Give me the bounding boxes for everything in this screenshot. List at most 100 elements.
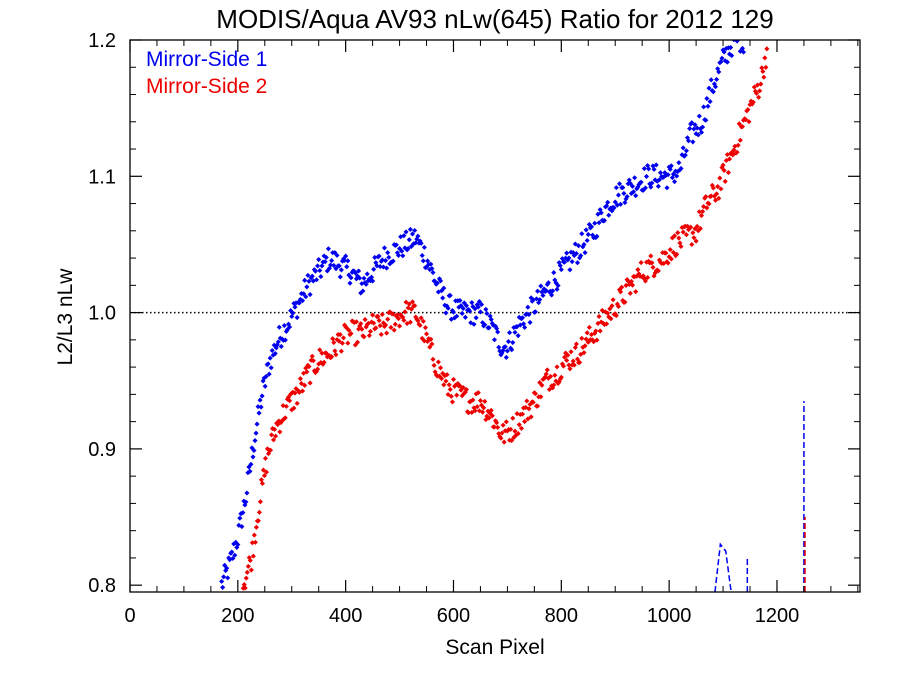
data-point [267, 447, 274, 453]
data-point [367, 328, 374, 334]
data-point [342, 257, 348, 263]
data-point [248, 567, 254, 573]
data-point [648, 253, 654, 259]
data-point [680, 145, 686, 151]
data-point [345, 340, 351, 346]
data-point [583, 336, 589, 342]
data-point [359, 326, 365, 332]
data-point [272, 351, 278, 357]
data-point [319, 350, 325, 356]
data-point [301, 291, 307, 297]
data-point [370, 312, 376, 318]
data-point [337, 332, 343, 338]
data-point [439, 375, 445, 382]
data-point [243, 499, 249, 505]
data-point [307, 291, 313, 298]
data-point [454, 392, 460, 398]
data-point [466, 410, 472, 416]
data-point [678, 243, 684, 250]
data-point [415, 233, 421, 239]
data-point [525, 416, 531, 422]
data-point [632, 175, 638, 181]
data-point [582, 250, 588, 256]
data-point [339, 340, 345, 346]
data-point [585, 231, 591, 237]
data-point [633, 289, 639, 295]
data-point [430, 356, 436, 362]
data-point [480, 409, 486, 415]
data-point [535, 288, 541, 294]
data-point [377, 323, 383, 329]
data-point [376, 253, 382, 259]
data-point [655, 183, 661, 189]
data-point [329, 258, 335, 264]
data-point [400, 253, 406, 259]
data-point [763, 64, 769, 70]
data-point [283, 403, 289, 409]
data-point [761, 74, 767, 80]
data-point [252, 438, 258, 444]
data-point [524, 398, 530, 404]
data-point [352, 270, 358, 276]
data-point [319, 263, 325, 269]
data-point [317, 267, 323, 274]
data-point [503, 354, 509, 360]
data-point [448, 393, 454, 399]
legend-entry-1: Mirror-Side 1 [146, 48, 267, 71]
chart-title: MODIS/Aqua AV93 nLw(645) Ratio for 2012 … [216, 4, 773, 34]
data-point [538, 283, 544, 289]
data-point [421, 338, 427, 344]
data-point [312, 268, 319, 274]
data-point [471, 321, 477, 327]
data-point [508, 426, 514, 432]
data-point [469, 299, 475, 306]
data-point [722, 178, 728, 184]
data-point [370, 278, 376, 284]
data-point [332, 348, 338, 354]
data-point [346, 327, 352, 333]
data-point [488, 407, 494, 413]
data-point [248, 461, 254, 467]
data-point [417, 322, 423, 328]
data-point [678, 165, 684, 171]
data-point [690, 139, 696, 145]
data-point [638, 179, 644, 185]
data-point [462, 314, 468, 320]
data-point [243, 575, 249, 581]
data-point [388, 324, 394, 331]
data-point [616, 181, 623, 187]
data-point [510, 339, 516, 346]
data-point [564, 250, 570, 256]
data-point [543, 371, 549, 377]
data-point [373, 325, 379, 331]
data-point [303, 294, 309, 300]
data-point [554, 364, 560, 370]
data-point [348, 330, 354, 337]
data-point [502, 344, 508, 350]
data-point [309, 353, 315, 359]
data-point [316, 257, 322, 263]
data-point [689, 241, 695, 248]
data-point [386, 254, 392, 260]
data-point [668, 256, 674, 262]
data-point [434, 280, 440, 286]
data-point [690, 230, 696, 236]
data-point [474, 404, 480, 410]
data-point [371, 266, 377, 272]
data-point [715, 183, 721, 190]
data-point [530, 399, 536, 405]
data-point [656, 177, 662, 183]
data-point [271, 437, 277, 443]
data-point [620, 185, 626, 191]
data-point [606, 212, 612, 218]
data-point [551, 270, 557, 276]
data-point [422, 325, 428, 331]
data-point [276, 324, 282, 330]
data-point [430, 269, 436, 276]
data-point [255, 404, 261, 410]
data-point [693, 238, 699, 244]
data-point [354, 339, 361, 345]
data-point [258, 404, 264, 410]
data-point [259, 393, 265, 399]
